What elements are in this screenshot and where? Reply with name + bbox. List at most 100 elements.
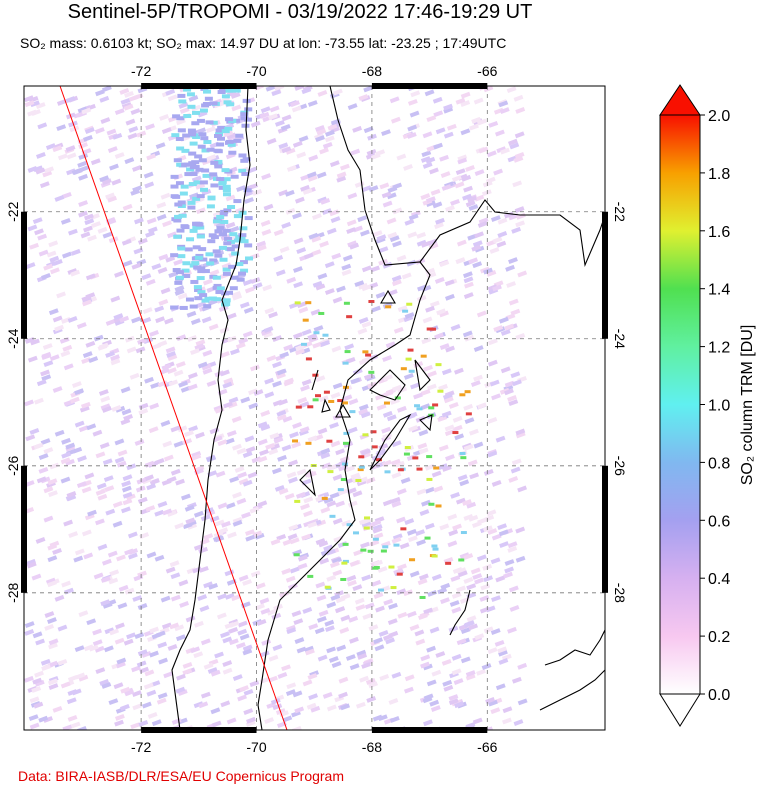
- pixel: [497, 646, 508, 654]
- pixel: [417, 442, 428, 450]
- pixel: [217, 439, 228, 447]
- pixel: [318, 540, 329, 548]
- pixel: [124, 157, 135, 165]
- pixel: [373, 559, 383, 567]
- pixel: [220, 219, 229, 224]
- pixel: [391, 536, 402, 544]
- pixel: [176, 116, 185, 121]
- pixel: [407, 535, 418, 543]
- pixel: [223, 377, 234, 385]
- pixel: [445, 293, 455, 301]
- pixel: [80, 231, 91, 239]
- pixel: [452, 431, 459, 435]
- pixel: [199, 108, 208, 113]
- pixel: [107, 550, 118, 558]
- pixel: [189, 141, 198, 146]
- pixel: [389, 715, 400, 723]
- pixel: [195, 431, 205, 439]
- pixel: [322, 333, 329, 337]
- pixel: [111, 178, 122, 186]
- pixel: [403, 373, 414, 380]
- pixel: [276, 409, 287, 417]
- colorbar-extend: [659, 84, 701, 116]
- pixel: [41, 664, 51, 672]
- pixel: [52, 386, 63, 393]
- pixel: [232, 674, 243, 681]
- pixel: [383, 598, 394, 606]
- pixel: [202, 101, 211, 106]
- pixel: [439, 260, 450, 267]
- pixel: [392, 240, 402, 248]
- pixel: [202, 349, 213, 357]
- pixel: [463, 185, 473, 193]
- pixel: [326, 601, 337, 609]
- pixel: [365, 152, 376, 160]
- pixel: [431, 544, 438, 548]
- pixel: [31, 686, 42, 693]
- pixel: [265, 86, 276, 92]
- pixel: [300, 384, 310, 392]
- pixel: [330, 392, 341, 399]
- pixel: [207, 196, 216, 201]
- pixel: [445, 205, 455, 212]
- pixel: [191, 104, 201, 112]
- pixel: [47, 678, 58, 686]
- pixel: [179, 191, 188, 196]
- pixel: [426, 115, 437, 123]
- pixel: [134, 217, 144, 225]
- pixel: [206, 380, 217, 387]
- pixel: [100, 599, 111, 607]
- pixel: [120, 686, 131, 694]
- pixel: [148, 426, 159, 434]
- pixel: [479, 266, 490, 274]
- pixel: [280, 123, 291, 131]
- pixel: [423, 719, 433, 727]
- pixel: [433, 485, 444, 493]
- pixel: [286, 471, 297, 479]
- pixel: [257, 438, 268, 446]
- pixel: [31, 109, 41, 116]
- pixel: [199, 605, 210, 612]
- pixel: [70, 721, 81, 729]
- pixel: [406, 132, 417, 139]
- pixel: [324, 261, 335, 269]
- pixel: [106, 128, 117, 136]
- lon-tick-label: -66: [477, 63, 497, 79]
- pixel: [315, 375, 326, 383]
- pixel: [114, 456, 125, 464]
- pixel: [47, 555, 58, 563]
- pixel: [512, 180, 523, 188]
- pixel: [440, 597, 450, 605]
- pixel: [326, 500, 337, 508]
- pixel: [222, 184, 231, 189]
- pixel: [295, 348, 305, 356]
- pixel: [48, 683, 59, 691]
- pixel: [428, 406, 435, 410]
- pixel: [363, 373, 374, 381]
- pixel: [245, 534, 256, 542]
- pixel: [118, 584, 129, 592]
- pixel: [149, 330, 159, 337]
- pixel: [274, 86, 285, 91]
- pixel: [285, 207, 296, 215]
- pixel: [473, 441, 484, 449]
- pixel: [166, 350, 176, 358]
- pixel: [98, 389, 109, 396]
- pixel: [324, 135, 335, 143]
- pixel: [24, 399, 34, 407]
- pixel: [483, 267, 493, 275]
- pixel: [146, 217, 157, 225]
- pixel: [379, 182, 390, 190]
- pixel: [391, 440, 402, 448]
- pixel: [36, 379, 47, 387]
- pixel: [420, 654, 431, 662]
- pixel: [125, 493, 136, 501]
- pixel: [406, 454, 417, 461]
- pixel: [220, 700, 231, 708]
- pixel: [317, 654, 328, 662]
- pixel: [328, 399, 335, 403]
- pixel: [307, 100, 318, 107]
- pixel: [419, 595, 426, 599]
- pixel: [214, 133, 223, 138]
- pixel: [143, 337, 154, 345]
